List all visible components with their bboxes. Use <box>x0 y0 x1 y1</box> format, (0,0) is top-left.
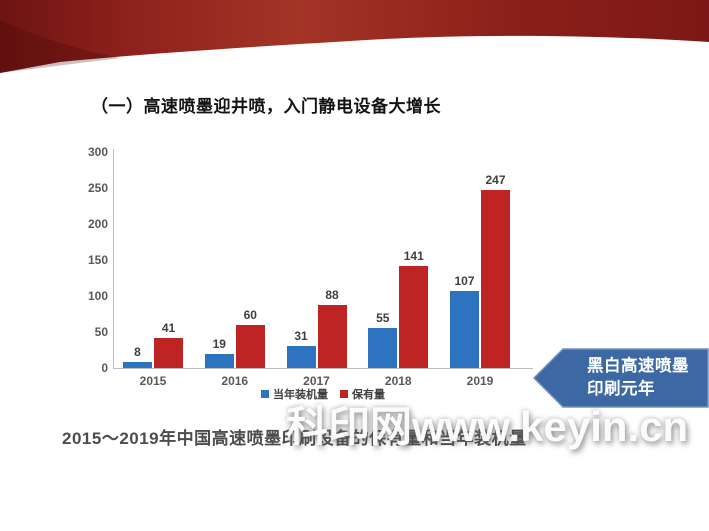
x-tick-label: 2017 <box>303 374 330 388</box>
slide-title: （一）高速喷墨迎井喷，入门静电设备大增长 <box>91 97 441 116</box>
bar-value-label: 141 <box>403 249 424 264</box>
legend-label: 保有量 <box>352 389 385 401</box>
bar-owned-2019 <box>481 190 510 368</box>
bar-owned-2017 <box>317 304 347 368</box>
y-tick-label: 300 <box>87 145 108 159</box>
bar-value-label: 55 <box>376 311 390 326</box>
x-tick-label: 2018 <box>384 374 412 388</box>
bar-installed-2015 <box>123 362 152 368</box>
bar-installed-2017 <box>286 345 316 368</box>
bar-value-label: 88 <box>325 287 339 302</box>
header-ribbon-graphic <box>0 0 709 73</box>
watermark: 科印网www.keyin.cn <box>286 403 689 450</box>
x-axis-line <box>113 368 533 369</box>
callout-text: 黑白高速喷墨 印刷元年 <box>587 355 689 401</box>
bar-value-label: 60 <box>243 307 257 322</box>
bar-owned-2018 <box>399 266 429 368</box>
legend-swatch <box>261 390 269 398</box>
callout-line1: 黑白高速喷墨 <box>587 357 689 375</box>
y-tick-label: 200 <box>87 217 108 231</box>
y-tick-label: 0 <box>101 361 108 375</box>
y-tick-label: 250 <box>87 181 108 195</box>
legend-item: 当年装机量 <box>261 386 328 402</box>
y-tick-label: 50 <box>94 325 108 339</box>
legend-label: 当年装机量 <box>273 389 328 401</box>
bar-installed-2019 <box>450 290 479 368</box>
bar-owned-2015 <box>154 338 183 368</box>
legend-swatch <box>340 390 348 398</box>
x-tick-label: 2015 <box>139 374 167 388</box>
bar-value-label: 31 <box>294 328 308 343</box>
y-tick-label: 100 <box>87 289 108 303</box>
chart-caption: 2015～2019年中国高速喷墨印刷设备的保有量和当年装机量 <box>62 429 527 448</box>
left-arrow-icon <box>533 348 709 408</box>
chart-legend: 当年装机量 保有量 <box>113 386 533 402</box>
bar-value-label: 247 <box>485 173 506 188</box>
bar-value-label: 41 <box>161 321 176 336</box>
bar-installed-2018 <box>368 328 398 368</box>
legend-item: 保有量 <box>340 386 385 402</box>
x-tick-label: 2019 <box>466 374 494 388</box>
y-tick-label: 150 <box>87 253 108 267</box>
y-axis-line <box>113 149 114 369</box>
callout-line2: 印刷元年 <box>587 380 655 399</box>
x-tick-label: 2016 <box>221 374 249 388</box>
bar-value-label: 8 <box>134 345 141 360</box>
bar-installed-2016 <box>204 354 234 368</box>
bar-value-label: 19 <box>212 337 226 352</box>
bar-owned-2016 <box>235 324 265 368</box>
bar-value-label: 107 <box>454 273 475 288</box>
callout-arrow: 黑白高速喷墨 印刷元年 <box>533 348 709 408</box>
